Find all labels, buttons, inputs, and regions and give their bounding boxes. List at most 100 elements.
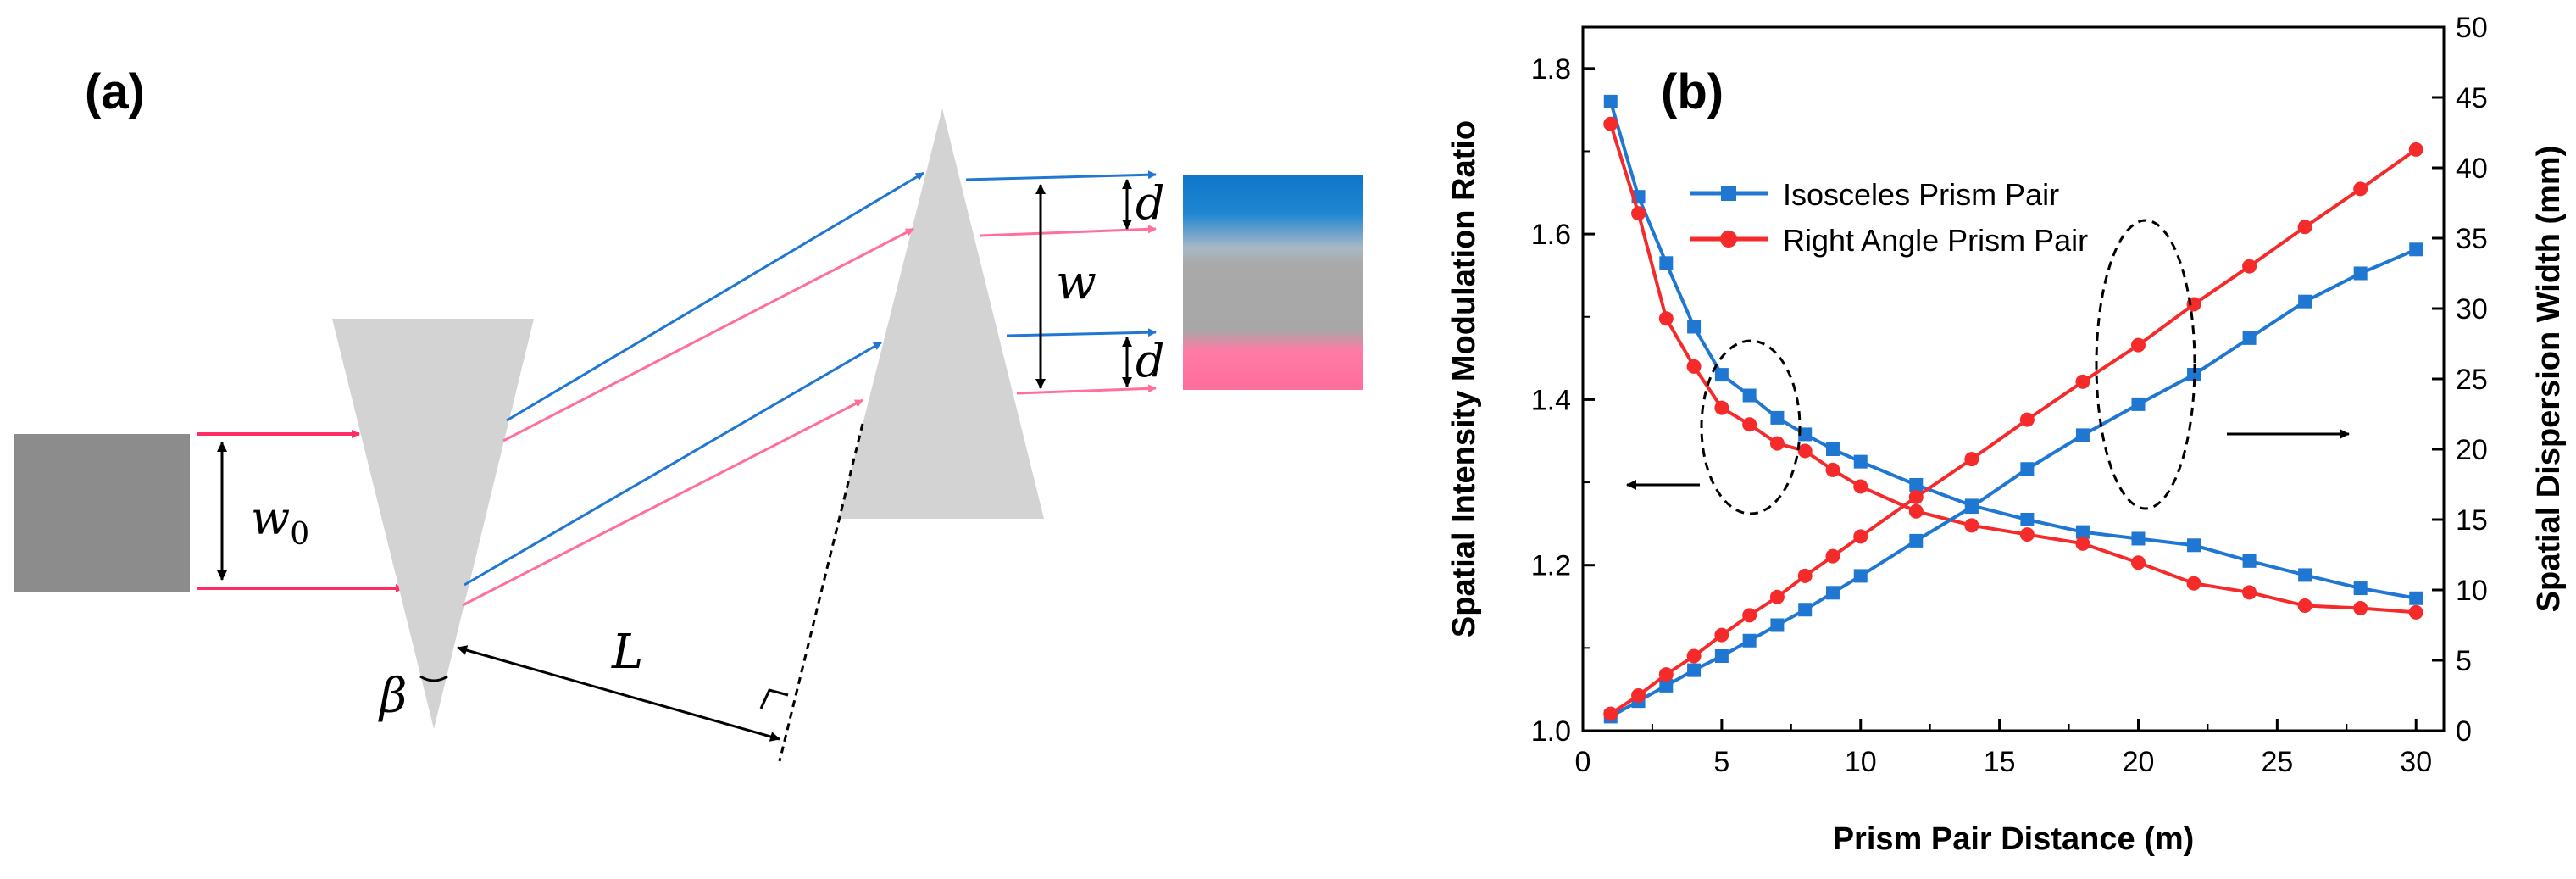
y-right-tick-label: 20 [2456,434,2488,466]
x-tick-label: 30 [2400,746,2432,778]
data-point-isosceles-prism-pair-right [2020,462,2035,476]
panel-b: (b) 0 5 10 15 20 25 30 1.0 1.2 1.4 1.6 1.8 0 5 10 15 20 2… [1446,12,2567,857]
data-point-isosceles-prism-pair-left [1770,410,1785,425]
prism-2-face-extension [778,423,864,762]
x-tick-label: 15 [1984,746,2016,778]
data-point-isosceles-prism-pair-left [2187,538,2201,553]
data-point-isosceles-prism-pair-left [1798,427,1813,442]
data-point-isosceles-prism-pair-right [1964,500,1979,515]
y-left-tick-label: 1.4 [1531,384,1571,416]
legend-marker-right-angle [1720,231,1737,248]
y-left-tick-label: 1.8 [1531,53,1571,86]
d-top-label: d [1135,176,1165,230]
x-tick-label: 20 [2123,746,2155,778]
y-right-tick-label: 15 [2456,504,2488,537]
data-point-right-angle-prism-pair-right [1603,706,1618,721]
data-point-right-angle-prism-pair-left [1686,359,1702,374]
data-point-right-angle-prism-pair-right [1714,627,1729,643]
data-point-isosceles-prism-pair-right [1798,603,1813,617]
data-point-right-angle-prism-pair-left [1631,206,1646,221]
data-point-isosceles-prism-pair-right [1770,618,1785,632]
data-point-right-angle-prism-pair-left [1603,116,1618,131]
y-right-tick-label: 45 [2456,82,2488,114]
y-left-tick-label: 1.0 [1531,715,1571,748]
legend-label-isosceles: Isosceles Prism Pair [1783,177,2059,212]
data-point-isosceles-prism-pair-right [1825,586,1840,600]
w0-label: w0 [251,492,309,552]
out-pink-bottom [1016,384,1157,395]
data-series [1603,94,2423,724]
data-point-right-angle-prism-pair-right [1797,568,1813,583]
data-point-right-angle-prism-pair-left [2186,576,2201,591]
y-right-tick-label: 30 [2456,293,2488,325]
data-point-isosceles-prism-pair-right [2353,266,2368,281]
data-point-right-angle-prism-pair-left [1964,518,1979,533]
legend: Isosceles Prism Pair Right Angle Prism P… [1690,177,2088,258]
data-point-right-angle-prism-pair-right [1908,489,1924,504]
y-right-tick-label: 35 [2456,223,2488,255]
beam-pink-lower [462,398,863,607]
beam-blue-lower [464,341,882,587]
data-point-right-angle-prism-pair-right [2353,181,2368,197]
data-point-right-angle-prism-pair-right [2075,374,2090,389]
data-point-isosceles-prism-pair-left [1742,388,1757,403]
data-point-right-angle-prism-pair-right [2297,220,2312,235]
right-angle-mark [759,688,789,709]
data-point-right-angle-prism-pair-left [1658,311,1674,326]
y-right-tick-label: 0 [2456,715,2472,748]
series-line-isosceles-prism-pair-left [1608,101,2417,600]
beta-angle-arc [419,675,448,682]
data-point-isosceles-prism-pair-left [1825,442,1840,456]
data-point-isosceles-prism-pair-left [1659,256,1674,270]
data-point-isosceles-prism-pair-right [2187,368,2201,382]
data-point-right-angle-prism-pair-right [2242,259,2257,274]
y-right-tick-label: 10 [2456,575,2488,607]
y-left-tick-label: 1.2 [1531,550,1571,582]
data-point-right-angle-prism-pair-right [1769,589,1785,604]
data-point-isosceles-prism-pair-left [2020,513,2035,526]
data-point-right-angle-prism-pair-left [1742,417,1757,432]
data-point-isosceles-prism-pair-right [1909,533,1924,548]
data-point-right-angle-prism-pair-right [1686,648,1702,664]
panel-a-label: (a) [85,64,145,120]
data-point-right-angle-prism-pair-left [2242,585,2257,600]
data-point-right-angle-prism-pair-left [2297,598,2312,614]
data-point-isosceles-prism-pair-right [1659,678,1674,693]
beta-label: β [378,669,407,724]
y-right-tick-label: 50 [2456,12,2488,44]
data-point-right-angle-prism-pair-right [2408,142,2423,157]
legend-label-right-angle: Right Angle Prism Pair [1783,223,2088,258]
y-right-tick-label: 40 [2456,153,2488,185]
data-point-right-angle-prism-pair-left [1853,479,1868,494]
beam-blue-upper [506,171,924,422]
data-point-isosceles-prism-pair-left [1853,454,1868,469]
data-point-right-angle-prism-pair-left [1825,462,1840,477]
beam-pink-upper [502,227,914,442]
y-right-tick-label: 5 [2456,645,2472,677]
data-point-right-angle-prism-pair-right [1825,548,1840,564]
data-point-right-angle-prism-pair-left [2130,555,2146,570]
data-point-right-angle-prism-pair-left [1797,443,1813,459]
L-label: L [611,625,643,680]
data-point-right-angle-prism-pair-right [1742,608,1757,623]
data-point-isosceles-prism-pair-left [1687,320,1702,334]
data-point-right-angle-prism-pair-right [2019,412,2035,427]
data-point-right-angle-prism-pair-right [1631,688,1646,703]
data-point-right-angle-prism-pair-left [2353,600,2368,615]
d-bottom-label: d [1135,334,1165,387]
right-curves-annotation-ellipse [2095,219,2196,510]
series-line-right-angle-prism-pair-left [1608,123,2417,615]
data-point-right-angle-prism-pair-left [1714,400,1729,415]
data-point-isosceles-prism-pair-left [1714,368,1729,382]
data-point-right-angle-prism-pair-right [1853,529,1868,544]
prism-2 [839,108,1044,519]
data-point-isosceles-prism-pair-right [2242,331,2257,345]
data-point-isosceles-prism-pair-right [2409,242,2423,257]
data-point-isosceles-prism-pair-left [1909,477,1924,492]
x-tick-label: 10 [1845,746,1877,778]
prism-1 [332,319,534,729]
data-point-right-angle-prism-pair-left [2075,536,2090,551]
panel-a: (a) w0 w d d L [14,64,1363,762]
data-point-isosceles-prism-pair-right [1714,649,1729,664]
